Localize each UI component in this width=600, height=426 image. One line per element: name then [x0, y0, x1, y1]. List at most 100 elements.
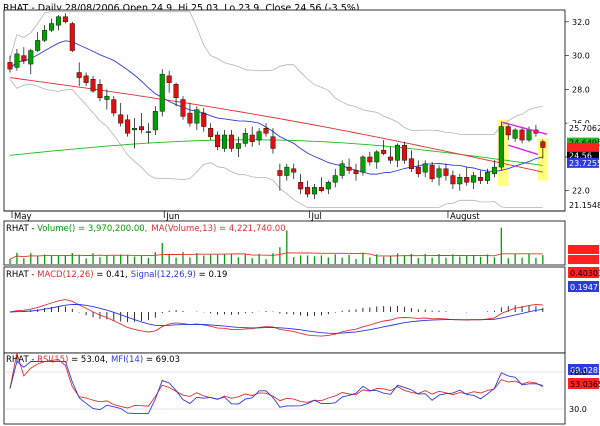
- rsi-panel: RHAT - RSI(15) = 53.04, MFI(14) = 69.03 6…: [3, 352, 600, 425]
- month-label: Jul: [311, 212, 322, 222]
- candle: [14, 48, 20, 71]
- rsi-right-value: 53.0365: [570, 380, 600, 389]
- candle: [388, 146, 394, 164]
- mfi-line: [9, 360, 543, 414]
- candle: [325, 180, 331, 195]
- candle: [173, 82, 179, 107]
- candle: [360, 155, 366, 176]
- macd-right-value-2: 0.194777: [570, 283, 600, 292]
- volume-label: Volume() = 3,970,200.00,: [37, 224, 147, 234]
- price-panel: 32.030.028.026.024.022.0 25.706224.64952…: [3, 9, 600, 212]
- volume-panel: RHAT - Volume() = 3,970,200.00, MA(Volume…: [3, 220, 599, 266]
- macd-prefix: RHAT -: [6, 270, 37, 280]
- candle: [49, 18, 55, 32]
- signal-value: = 0.19: [196, 270, 227, 280]
- candle: [90, 75, 96, 93]
- rsi-prefix: RHAT -: [6, 355, 37, 365]
- candle: [42, 25, 48, 43]
- volume-ma-label: MA(Volume,13) = 4,221,740.00: [151, 224, 285, 234]
- candle: [422, 160, 428, 178]
- price-tick-label: 30.0: [572, 52, 590, 61]
- candle: [339, 160, 345, 179]
- candle: [450, 170, 456, 190]
- candle: [222, 129, 228, 152]
- macd-right-value-1: 0.403033: [570, 269, 600, 278]
- candle: [132, 118, 138, 149]
- candle: [256, 128, 262, 146]
- candle: [138, 113, 144, 134]
- bb-upper-tag: 25.7062: [569, 124, 600, 133]
- candle: [7, 55, 13, 73]
- candle: [415, 160, 421, 178]
- close-tag: 24.56: [569, 151, 592, 160]
- month-label: August: [450, 212, 480, 222]
- bollinger-upper-line: [9, 11, 543, 135]
- trendline-lower: [508, 144, 539, 156]
- signal-label: Signal(12,26,9): [131, 270, 196, 280]
- chart-header: RHAT - Daily 28/08/2006 Open 24.9, Hi 25…: [3, 3, 359, 14]
- month-label: May: [14, 212, 32, 222]
- candle: [311, 183, 317, 200]
- candle: [208, 123, 214, 141]
- macd-panel: RHAT - MACD(12,26) = 0.41, Signal(12,26,9…: [3, 266, 600, 354]
- candle: [104, 89, 110, 110]
- candle: [332, 168, 338, 188]
- volume-prefix: RHAT -: [6, 224, 37, 234]
- candle: [76, 62, 82, 87]
- rsi-tick-70: 70.0: [569, 368, 587, 377]
- candle: [408, 150, 414, 173]
- candle: [498, 121, 504, 171]
- candle: [540, 139, 546, 159]
- candle: [381, 140, 387, 156]
- candle: [478, 170, 484, 184]
- candle: [305, 180, 311, 198]
- candle: [457, 173, 463, 191]
- candle: [367, 151, 373, 166]
- candle: [298, 173, 304, 195]
- candle: [270, 128, 276, 154]
- candle: [180, 96, 186, 120]
- candle: [242, 128, 248, 147]
- candle: [464, 167, 470, 186]
- candle: [145, 123, 151, 144]
- price-tick-label: 32.0: [572, 18, 590, 27]
- candle: [491, 160, 497, 178]
- candle: [436, 165, 442, 186]
- candle: [353, 163, 359, 181]
- mfi-label: MFI(14): [111, 355, 143, 365]
- candle: [484, 168, 490, 184]
- candle: [28, 48, 34, 75]
- candle: [443, 163, 449, 181]
- mfi-value: = 69.03: [143, 355, 180, 365]
- candle: [429, 162, 435, 183]
- candle: [215, 131, 221, 151]
- candle: [471, 172, 477, 190]
- candle: [395, 143, 401, 168]
- macd-label: MACD(12,26): [37, 270, 93, 280]
- rsi-label: RSI(15): [37, 355, 68, 365]
- bb-lower-tag: 21.1548: [569, 201, 600, 210]
- candle: [249, 126, 255, 147]
- bollinger-lower-line: [9, 79, 543, 209]
- month-axis: May Jun Jul August: [4, 210, 565, 222]
- candle: [35, 31, 41, 53]
- candle: [512, 128, 518, 142]
- candle: [401, 141, 407, 164]
- candle: [83, 72, 89, 87]
- candle: [21, 47, 27, 65]
- svg-text:RHAT - RSI(15) = 53.04,MFI(14): RHAT - RSI(15) = 53.04, MFI(14) = 69.03: [6, 355, 180, 365]
- candle: [291, 163, 297, 179]
- candle: [62, 13, 68, 24]
- trendline-upper: [502, 121, 548, 135]
- volume-ma-line: [9, 252, 543, 260]
- candle: [118, 102, 124, 127]
- candle: [505, 123, 511, 141]
- candle: [318, 177, 324, 193]
- candle: [69, 21, 75, 53]
- candle: [55, 15, 61, 31]
- candle: [284, 163, 290, 181]
- svg-text:RHAT - MACD(12,26) = 0.41,Sign: RHAT - MACD(12,26) = 0.41, Signal(12,26,9…: [6, 270, 227, 280]
- month-label: Jun: [165, 212, 179, 222]
- candle: [519, 126, 525, 144]
- candle: [125, 114, 131, 137]
